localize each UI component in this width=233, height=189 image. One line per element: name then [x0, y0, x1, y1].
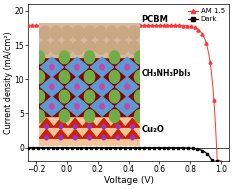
Legend: AM 1.5, Dark: AM 1.5, Dark	[187, 8, 225, 23]
Text: CH₃NH₃PbI₃: CH₃NH₃PbI₃	[142, 69, 191, 78]
Text: PCBM: PCBM	[142, 15, 168, 24]
Y-axis label: Current density (mA/cm²): Current density (mA/cm²)	[4, 31, 13, 134]
X-axis label: Voltage (V): Voltage (V)	[104, 176, 154, 185]
Text: Cu₂O: Cu₂O	[142, 125, 164, 134]
